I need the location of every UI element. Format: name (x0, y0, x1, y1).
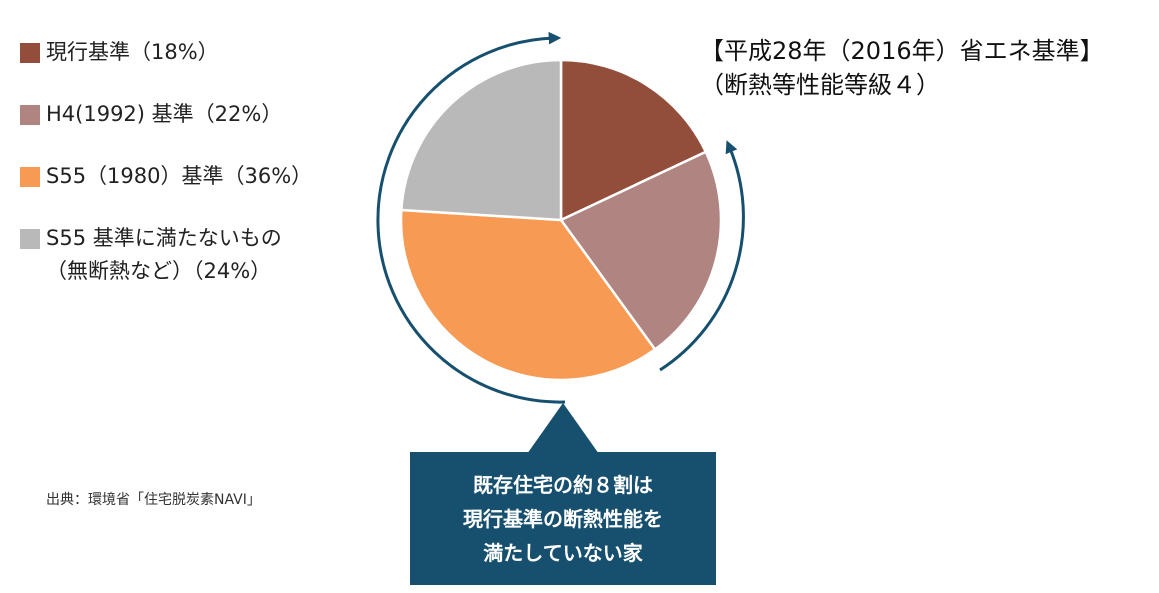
callout-line2: 現行基準の断熱性能を (463, 506, 663, 531)
legend-swatch-current (20, 43, 40, 63)
source-note: 出典：環境省「住宅脱炭素NAVI」 (46, 492, 261, 508)
legend-item-h4: H4(1992) 基準（22%） (20, 98, 282, 131)
pie-slice-h4 (559, 150, 723, 351)
legend-label-s55: S55（1980）基準（36%） (46, 164, 313, 188)
pie-slices (399, 58, 723, 382)
legend-item-below-s55: S55 基準に満たないもの （無断熱など）（24%） (20, 222, 282, 288)
legend-label-below-s55-line1: S55 基準に満たないもの (46, 226, 282, 250)
standard-title: 【平成28年（2016年）省エネ基準】 （断熱等性能等級４） (700, 34, 1104, 102)
legend-swatch-s55 (20, 167, 40, 187)
legend-swatch-h4 (20, 105, 40, 125)
legend-swatch-below-s55 (20, 229, 40, 249)
callout-pointer (527, 403, 599, 454)
legend-label-h4: H4(1992) 基準（22%） (46, 102, 283, 126)
callout-box: 既存住宅の約８割は 現行基準の断熱性能を 満たしていない家 (410, 452, 716, 585)
arc-arrow-left (376, 31, 566, 404)
pie-slice-s55 (399, 208, 657, 382)
legend-item-s55: S55（1980）基準（36%） (20, 160, 312, 193)
legend-item-current: 現行基準（18%） (20, 36, 219, 69)
standard-title-line2: （断熱等性能等級４） (700, 71, 940, 99)
callout-line3: 満たしていない家 (483, 540, 643, 565)
arc-arrow-right (659, 140, 745, 372)
pie-slice-current (559, 58, 708, 222)
pie-slice-below-s55 (400, 58, 563, 222)
standard-title-line1: 【平成28年（2016年）省エネ基準】 (700, 37, 1104, 65)
callout-line1: 既存住宅の約８割は (473, 472, 653, 497)
legend-label-current: 現行基準（18%） (46, 40, 219, 64)
legend-label-below-s55-line2: （無断熱など）（24%） (46, 259, 272, 283)
